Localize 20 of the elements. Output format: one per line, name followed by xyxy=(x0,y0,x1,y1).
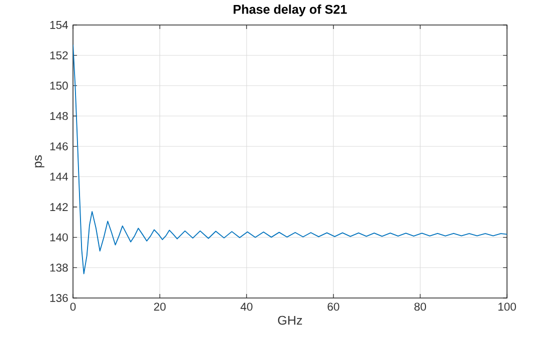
y-tick-label: 144 xyxy=(50,172,68,181)
line-series xyxy=(73,44,508,274)
chart-title: Phase delay of S21 xyxy=(234,4,347,16)
x-tick-label: 20 xyxy=(154,302,166,311)
x-tick-label: 0 xyxy=(70,302,76,311)
x-tick-label: 100 xyxy=(498,302,516,311)
y-tick-label: 146 xyxy=(50,142,68,150)
y-tick-label: 154 xyxy=(50,21,68,29)
y-tick-label: 138 xyxy=(50,264,68,272)
y-tick-label: 140 xyxy=(50,233,68,242)
x-tick-label: 80 xyxy=(414,302,426,311)
x-tick-label: 60 xyxy=(328,302,340,311)
y-axis-title: ps xyxy=(34,155,44,168)
y-tick-label: 148 xyxy=(50,112,68,120)
x-axis-title: GHz xyxy=(278,316,302,325)
x-tick-label: 40 xyxy=(240,302,252,311)
y-tick-label: 136 xyxy=(50,294,68,302)
y-tick-label: 150 xyxy=(50,82,68,90)
y-tick-label: 152 xyxy=(50,51,68,60)
y-tick-label: 142 xyxy=(50,203,68,211)
